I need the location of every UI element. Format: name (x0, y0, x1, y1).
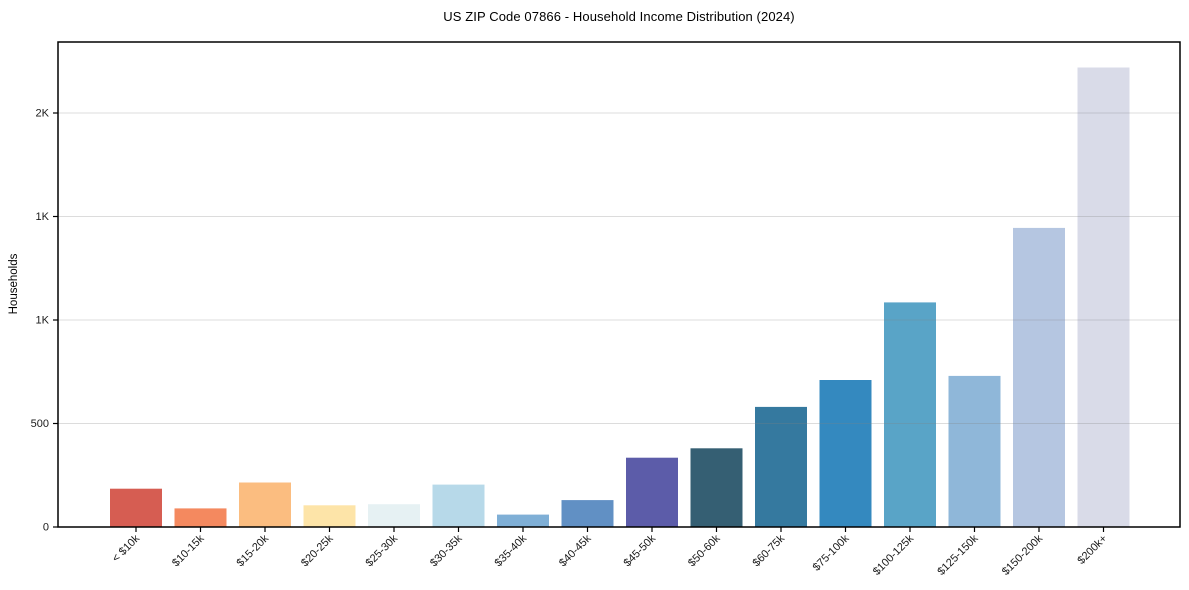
x-tick-label: $40-45k (557, 532, 594, 569)
y-tick-label: 0 (43, 522, 49, 534)
x-tick-label: $75-100k (811, 532, 852, 573)
x-tick-label: $35-40k (493, 532, 530, 569)
x-tick-label: $60-75k (751, 532, 788, 569)
bar-$40-45k (561, 500, 614, 527)
bar-$45-50k (626, 457, 678, 527)
bar-< $10k (110, 488, 162, 527)
x-tick-label: $20-25k (299, 532, 336, 569)
y-tick-label: 2K (36, 108, 50, 120)
x-tick-label: $100-125k (871, 532, 917, 578)
bar-$10-15k (174, 508, 227, 527)
bar-$50-60k (690, 448, 743, 527)
y-tick-label: 1K (36, 211, 50, 223)
x-tick-label: $45-50k (622, 532, 659, 569)
y-tick-label: 500 (31, 418, 49, 430)
plot-border (57, 41, 1181, 528)
bar-$100-125k (884, 302, 936, 527)
bar-$125-150k (948, 375, 1001, 527)
bar-$75-100k (819, 380, 872, 527)
x-tick-label: $125-150k (935, 532, 981, 578)
bar-$25-30k (368, 504, 420, 527)
bar-$15-20k (239, 482, 291, 527)
x-tick-label: $30-35k (428, 532, 465, 569)
bar-$150-200k (1013, 227, 1065, 527)
bar-$30-35k (432, 484, 485, 527)
x-tick-label: < $10k (110, 532, 142, 564)
bar-$20-25k (303, 505, 356, 527)
x-tick-label: $200k+ (1075, 533, 1109, 567)
bar-$35-40k (497, 514, 549, 527)
y-tick-label: 1K (36, 315, 50, 327)
chart-title: US ZIP Code 07866 - Household Income Dis… (443, 9, 795, 24)
bar-$200k+ (1077, 67, 1130, 527)
x-tick-label: $15-20k (235, 532, 272, 569)
x-tick-label: $50-60k (686, 532, 723, 569)
x-tick-label: $150-200k (1000, 532, 1046, 578)
bar-$60-75k (755, 406, 807, 527)
x-tick-label: $10-15k (170, 532, 207, 569)
x-tick-label: $25-30k (364, 532, 401, 569)
